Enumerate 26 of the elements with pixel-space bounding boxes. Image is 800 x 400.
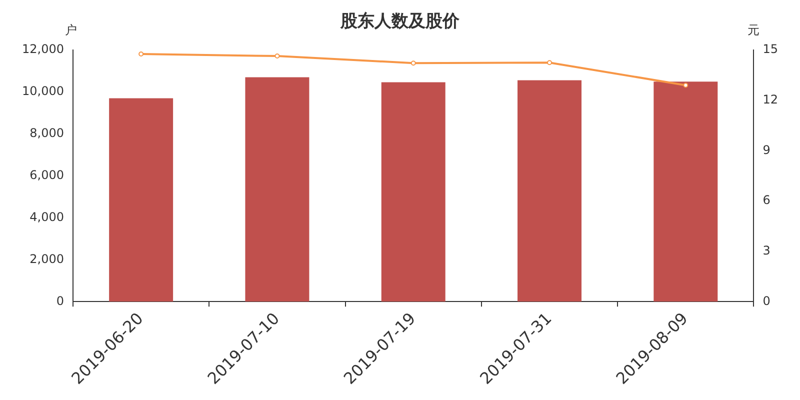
y2-tick-label: 6 — [762, 193, 770, 208]
y-tick-label: 0 — [56, 294, 64, 308]
y-tick-label: 4,000 — [30, 210, 64, 224]
point — [274, 54, 280, 59]
point — [138, 52, 144, 57]
bar — [109, 98, 174, 302]
y-tick-label: 12,000 — [22, 42, 64, 56]
y-tick-label: 8,000 — [30, 126, 64, 140]
y-axis-title: 户 — [64, 23, 77, 38]
y2-axis-title: 元 — [748, 23, 760, 38]
y2-tick-label: 12 — [762, 92, 778, 106]
bar — [245, 77, 310, 302]
bar — [654, 82, 718, 302]
point — [410, 60, 416, 66]
y-tick-label: 2,000 — [30, 252, 64, 266]
bar — [518, 80, 582, 302]
y2-tick-label: 3 — [762, 243, 770, 258]
bar — [381, 82, 446, 302]
y2-tick-label: 15 — [762, 42, 778, 56]
y2-tick-label: 0 — [762, 294, 770, 308]
point — [547, 60, 552, 66]
y-tick-label: 10,000 — [22, 84, 64, 98]
y-tick-label: 6,000 — [30, 168, 64, 182]
y2-tick-label: 9 — [762, 142, 770, 157]
point — [683, 82, 688, 88]
chart-title: 股东人数及股价 — [340, 11, 460, 32]
